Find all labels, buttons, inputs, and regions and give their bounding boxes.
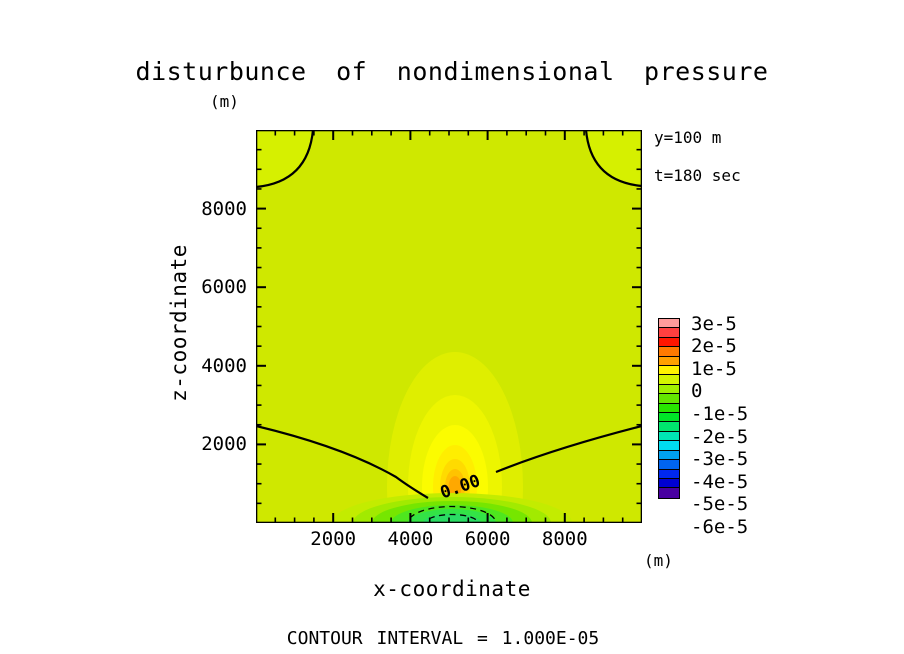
contour-interval-note: CONTOUR INTERVAL = 1.000E-05 xyxy=(286,628,600,649)
contour-plot-canvas: 0.00 xyxy=(254,128,644,622)
z-tick-label: 8000 xyxy=(201,197,247,220)
top-right-corner-fill xyxy=(586,130,642,186)
page-title: disturbunce of nondimensional pressure xyxy=(135,57,769,86)
colorbar-label: -2e-5 xyxy=(691,425,749,448)
plot-area: 0.00 xyxy=(254,128,644,622)
top-left-corner-fill xyxy=(256,130,313,187)
x-tick-label: 2000 xyxy=(310,528,357,550)
colorbar-cell xyxy=(658,487,680,499)
colorbar-label: 3e-5 xyxy=(691,312,737,335)
x-axis-unit: (m) xyxy=(644,551,673,570)
colorbar-label: 1e-5 xyxy=(691,357,737,380)
colorbar-label: -6e-5 xyxy=(691,516,749,539)
z-tick-label: 2000 xyxy=(201,433,247,456)
colorbar-label: -1e-5 xyxy=(691,403,749,426)
z-tick-label: 6000 xyxy=(201,276,247,299)
x-axis-title: x-coordinate xyxy=(373,577,531,601)
z-tick-labels: 2000 4000 6000 8000 xyxy=(187,130,247,523)
colorbar xyxy=(658,318,680,499)
colorbar-label: 2e-5 xyxy=(691,335,737,358)
z-axis-unit: (m) xyxy=(210,92,239,111)
colorbar-label: -5e-5 xyxy=(691,493,749,516)
x-tick-label: 4000 xyxy=(387,528,434,550)
x-tick-label: 8000 xyxy=(541,528,588,550)
z-axis-title: z-coordinate xyxy=(167,244,191,402)
colorbar-labels: 3e-5 2e-5 1e-5 0 -1e-5 -2e-5 -3e-5 -4e-5 -5e-5 -6… xyxy=(691,314,781,537)
colorbar-label: -3e-5 xyxy=(691,448,749,471)
z-tick-label: 4000 xyxy=(201,354,247,377)
x-tick-label: 6000 xyxy=(464,528,511,550)
zero-contour-lines xyxy=(255,129,643,499)
colorbar-label: -4e-5 xyxy=(691,470,749,493)
x-tick-labels: 2000 4000 6000 8000 xyxy=(256,528,642,552)
slice-annotation: y=100 m xyxy=(654,128,722,147)
slice-time-annotation: y=100 m t=180 sec xyxy=(654,128,741,185)
time-annotation: t=180 sec xyxy=(654,166,741,185)
colorbar-label: 0 xyxy=(691,380,703,403)
